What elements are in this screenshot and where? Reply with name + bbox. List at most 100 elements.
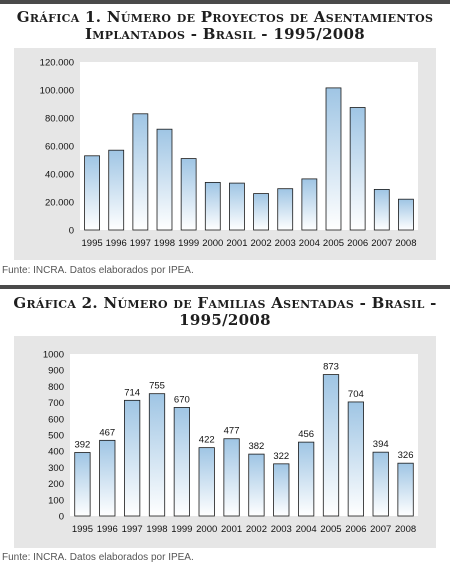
chart1-bar-2000 xyxy=(204,181,221,231)
chart1-xtick-label: 1995 xyxy=(82,238,103,249)
chart2-value-label: 670 xyxy=(174,394,190,405)
chart2-value-label: 422 xyxy=(199,435,215,446)
chart2-bar-1996 xyxy=(99,439,116,517)
chart2-bar-1999 xyxy=(173,407,190,517)
chart2-svg: 0 100 200 300 400 500 600 700 800 900 1000 1995 392 1… xyxy=(43,350,418,535)
chart2-value-label: 322 xyxy=(273,451,289,462)
chart1-bar-1997 xyxy=(132,113,149,231)
chart2-bar-2000 xyxy=(198,447,215,517)
chart2-value-label: 873 xyxy=(323,362,339,373)
chart2-value-label: 467 xyxy=(99,427,115,438)
chart1-title: Gráfica 1. Número de Proyectos de Asenta… xyxy=(8,9,442,43)
chart2-xtick-label: 1997 xyxy=(122,524,143,535)
chart2-bar-2008 xyxy=(397,462,414,517)
chart1-ytick-label: 80.000 xyxy=(45,114,74,125)
chart1-bar-2007 xyxy=(373,188,390,231)
chart1-xtick-label: 2004 xyxy=(299,238,320,249)
chart1-xtick-label: 2005 xyxy=(323,238,344,249)
chart1-xtick-label: 1998 xyxy=(154,238,175,249)
chart2-xtick-label: 2007 xyxy=(370,524,391,535)
chart1-ytick-label: 0 xyxy=(69,226,74,237)
chart1-bar-2004 xyxy=(301,178,318,231)
chart1-bar-1998 xyxy=(156,128,173,231)
chart2-value-label: 755 xyxy=(149,381,165,392)
chart1-panel: 0 20.000 40.000 60.000 80.000 100.000 120.000 1… xyxy=(14,48,436,260)
chart2-bar-2003 xyxy=(273,463,290,517)
chart1-plot-area xyxy=(80,62,418,230)
chart2-bar-2002 xyxy=(248,453,265,517)
chart2-value-label: 456 xyxy=(298,429,314,440)
chart1-ytick-label: 120.000 xyxy=(40,58,74,69)
chart2-ytick-label: 1000 xyxy=(43,350,64,361)
chart1-svg: 0 20.000 40.000 60.000 80.000 100.000 120.000 1… xyxy=(40,58,418,249)
chart2-ytick-label: 300 xyxy=(48,463,64,474)
chart1-xtick-label: 2002 xyxy=(251,238,272,249)
chart1-bar-2003 xyxy=(277,188,294,231)
chart1-bar-1995 xyxy=(84,155,100,231)
chart2-ytick-label: 200 xyxy=(48,479,64,490)
chart2-xtick-label: 2006 xyxy=(345,524,366,535)
chart2-ytick-label: 800 xyxy=(48,382,64,393)
chart2-value-label: 704 xyxy=(348,389,364,400)
chart1-bar-2001 xyxy=(229,182,245,231)
chart2-ytick-label: 400 xyxy=(48,447,64,458)
chart1-source: Funte: INCRA. Datos elaborados por IPEA. xyxy=(2,265,194,276)
chart2-xtick-label: 2002 xyxy=(246,524,267,535)
chart2-bar-2004 xyxy=(298,441,315,517)
chart2-xtick-label: 1999 xyxy=(171,524,192,535)
chart2-ytick-label: 0 xyxy=(59,512,64,523)
chart1-xtick-label: 1996 xyxy=(106,238,127,249)
chart1-bar-1996 xyxy=(108,149,125,231)
chart1-xtick-label: 1997 xyxy=(130,238,151,249)
chart2-title-line1: Gráfica 2. Número de Familias Asentadas … xyxy=(13,294,437,312)
chart2-value-label: 392 xyxy=(74,439,90,450)
chart1-xtick-label: 2008 xyxy=(395,238,416,249)
chart1-xtick-label: 2007 xyxy=(371,238,392,249)
chart2-xtick-label: 2005 xyxy=(320,524,341,535)
chart2-xtick-label: 1995 xyxy=(72,524,93,535)
chart2-bar-2005 xyxy=(322,374,340,517)
top-rule xyxy=(0,0,450,4)
chart2-bar-1995 xyxy=(74,452,91,517)
chart2-ytick-label: 600 xyxy=(48,414,64,425)
chart2-panel: 0 100 200 300 400 500 600 700 800 900 1000 1995 392 1… xyxy=(14,336,436,548)
chart2-xtick-label: 2004 xyxy=(296,524,317,535)
chart2-xtick-label: 1996 xyxy=(97,524,118,535)
chart2-xtick-label: 2001 xyxy=(221,524,242,535)
chart2-bar-1997 xyxy=(124,399,141,517)
chart2-title: Gráfica 2. Número de Familias Asentadas … xyxy=(8,295,442,329)
chart1-bar-1999 xyxy=(180,158,197,231)
chart1-bar-2006 xyxy=(349,107,366,231)
chart2-ytick-label: 100 xyxy=(48,495,64,506)
chart1-title-line2: Implantados - Brasil - 1995/2008 xyxy=(84,25,366,43)
chart1-bar-2008 xyxy=(398,198,414,231)
chart2-title-line2: 1995/2008 xyxy=(179,311,271,329)
chart1-ytick-label: 100.000 xyxy=(40,86,74,97)
chart2-ytick-label: 900 xyxy=(48,366,64,377)
chart1-ytick-label: 20.000 xyxy=(45,198,74,209)
chart2-bar-2001 xyxy=(223,438,240,517)
chart1-bar-2002 xyxy=(253,193,269,231)
chart2-value-label: 394 xyxy=(373,439,389,450)
chart2-value-label: 714 xyxy=(124,387,140,398)
chart2-bar-2006 xyxy=(347,401,364,517)
chart1-xtick-label: 2000 xyxy=(202,238,223,249)
middle-rule xyxy=(0,285,450,289)
chart2-value-label: 382 xyxy=(248,441,264,452)
chart2-ytick-label: 500 xyxy=(48,431,64,442)
chart2-xtick-label: 2003 xyxy=(271,524,292,535)
chart2-xtick-label: 2000 xyxy=(196,524,217,535)
chart2-ytick-label: 700 xyxy=(48,398,64,409)
chart1-xtick-label: 2006 xyxy=(347,238,368,249)
chart1-xtick-label: 1999 xyxy=(178,238,199,249)
chart1-xtick-label: 2003 xyxy=(275,238,296,249)
chart2-bar-2007 xyxy=(372,451,389,517)
chart2-source: Funte: INCRA. Datos elaborados por IPEA. xyxy=(2,552,194,563)
chart2-bar-1998 xyxy=(148,393,166,517)
chart1-bar-2005 xyxy=(325,87,342,231)
chart2-value-label: 326 xyxy=(398,450,414,461)
chart1-title-line1: Gráfica 1. Número de Proyectos de Asenta… xyxy=(16,8,434,26)
chart2-plot-area xyxy=(70,354,418,516)
chart1-ytick-label: 40.000 xyxy=(45,170,74,181)
